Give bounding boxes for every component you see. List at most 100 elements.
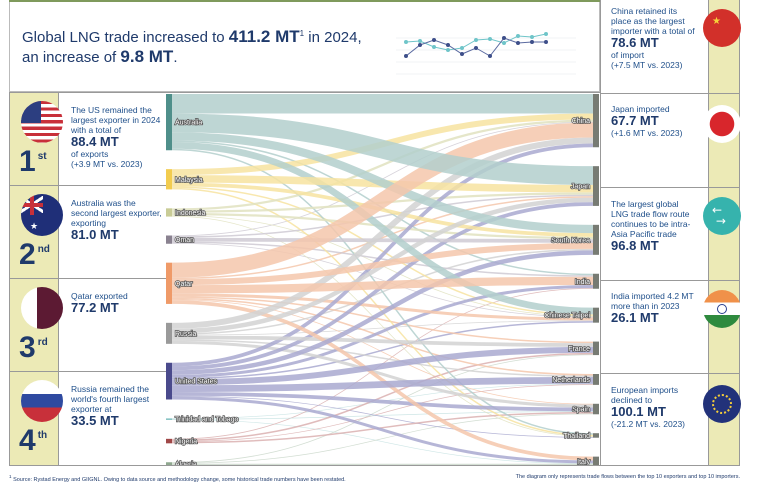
node-thailand: [593, 433, 599, 438]
flow-malaysia-to-chinese-taipei: [171, 186, 594, 316]
footnote-marker: 1: [299, 29, 305, 38]
flow-united-states-to-india: [171, 285, 594, 378]
importer-value: 78.6 MT: [611, 35, 659, 50]
importer-after: of import: [611, 50, 645, 60]
importer-value: 100.1 MT: [611, 404, 666, 419]
node-qatar: [166, 262, 172, 304]
flow-qatar-to-spain: [171, 299, 594, 405]
japan-flag-icon: [703, 105, 741, 143]
node-label-qatar: Qatar: [175, 281, 193, 288]
flow-australia-to-chinese-taipei: [171, 142, 594, 315]
exporter-value: 88.4 MT: [71, 134, 119, 149]
flow-indonesia-to-china: [171, 119, 594, 211]
node-label-france: France: [568, 346, 590, 353]
exporter-value: 77.2 MT: [71, 300, 119, 315]
flow-qatar-to-chinese-taipei: [171, 293, 594, 321]
flow-malaysia-to-south-korea: [171, 182, 594, 237]
node-label-italy: Italy: [577, 459, 590, 466]
exporter-after: of exports: [71, 149, 109, 159]
node-south-korea: [593, 224, 599, 255]
importer-text: European imports declined to: [611, 385, 679, 405]
node-malaysia: [166, 169, 172, 190]
flow-oman-to-south-korea: [171, 237, 594, 243]
flow-oman-to-india: [171, 241, 594, 277]
exporter-text: Russia remained the world's fourth large…: [71, 384, 150, 414]
node-label-china: China: [572, 118, 590, 125]
importer-change: (-21.2 MT vs. 2023): [611, 419, 686, 429]
flow-indonesia-to-thailand: [171, 215, 594, 437]
flow-algeria-to-spain: [171, 413, 594, 464]
flow-qatar-to-netherlands: [171, 297, 594, 376]
headline-text: an increase of: [22, 49, 121, 66]
node-australia: [166, 94, 172, 151]
node-label-chinese-taipei: Chinese Taipei: [544, 313, 590, 320]
increase-value: 9.8 MT: [120, 47, 174, 66]
headline-text: Global LNG trade increased to: [22, 29, 229, 46]
rank-suffix: th: [37, 430, 48, 441]
trade-flow-arrows-icon: ← →: [703, 197, 741, 235]
importer-text: Japan imported: [611, 104, 670, 114]
rank-suffix: rd: [37, 337, 48, 348]
importer-value: 67.7 MT: [611, 113, 659, 128]
flow-australia-to-thailand: [171, 148, 594, 435]
flow-russia-to-france: [171, 335, 594, 347]
node-oman: [166, 235, 172, 244]
flow-nigeria-to-france: [171, 352, 594, 442]
node-spain: [593, 403, 599, 415]
flow-russia-to-netherlands: [171, 339, 594, 377]
source-text: Source: Rystad Energy and GIIGNL. Owing …: [13, 476, 346, 483]
node-nigeria: [166, 438, 172, 444]
flow-united-states-to-south-korea: [171, 250, 594, 375]
rank-number: 3: [19, 331, 36, 364]
importer-card-intra-asia: The largest global LNG trade flow route …: [600, 187, 741, 280]
node-label-australia: Australia: [175, 120, 202, 127]
rank-number: 2: [19, 238, 36, 271]
importer-change: (+1.6 MT vs. 2023): [611, 128, 683, 138]
rank-suffix: st: [37, 151, 47, 162]
flow-australia-to-japan: [171, 113, 594, 185]
importer-value: 26.1 MT: [611, 310, 659, 325]
node-label-spain: Spain: [572, 407, 590, 414]
node-label-thailand: Thailand: [563, 433, 590, 440]
exporter-change: (+3.9 MT vs. 2023): [71, 159, 143, 169]
flow-united-states-to-china: [171, 143, 594, 367]
importer-text: India imported 4.2 MT more than in 2023: [611, 291, 694, 311]
eu-flag-icon: [703, 385, 741, 423]
importers-panel: [600, 0, 708, 465]
importer-card-india: India imported 4.2 MT more than in 2023 2…: [600, 280, 741, 373]
node-label-netherlands: Netherlands: [552, 377, 590, 384]
importer-card-japan: Japan imported 67.7 MT (+1.6 MT vs. 2023): [600, 93, 741, 187]
flow-russia-to-chinese-taipei: [171, 320, 594, 336]
header-panel: [9, 2, 600, 92]
qatar-flag-icon: [21, 287, 63, 329]
exporter-text: Australia was the second largest exporte…: [71, 198, 162, 228]
node-label-japan: Japan: [571, 184, 590, 191]
node-label-united-states: United States: [175, 379, 218, 386]
bottom-divider: [9, 465, 740, 466]
node-japan: [593, 166, 599, 206]
flow-qatar-to-india: [171, 276, 594, 294]
india-flag-icon: [703, 290, 741, 328]
sparkline-icon: [396, 32, 576, 75]
importer-card-china: China retained its place as the largest …: [600, 0, 741, 93]
importer-text: The largest global LNG trade flow route …: [611, 199, 691, 239]
flow-trinidad-and-tobago-to-italy: [171, 419, 594, 464]
node-label-trinidad-and-tobago: Trinidad and Tobago: [175, 417, 239, 424]
flow-nigeria-to-netherlands: [171, 384, 594, 442]
node-india: [593, 273, 599, 289]
lng-trade-sankey: Australia Malaysia Indonesia Oman Qatar Russi…: [165, 92, 601, 466]
headline: Global LNG trade increased to 411.2 MT1 …: [22, 24, 362, 67]
node-algeria: [166, 462, 172, 465]
exporter-value: 81.0 MT: [71, 227, 119, 242]
diagram-note: The diagram only represents trade flows …: [515, 474, 740, 480]
flow-united-states-to-thailand: [171, 395, 594, 438]
node-label-russia: Russia: [175, 331, 197, 338]
node-netherlands: [593, 374, 599, 385]
flow-qatar-to-south-korea: [171, 242, 594, 286]
